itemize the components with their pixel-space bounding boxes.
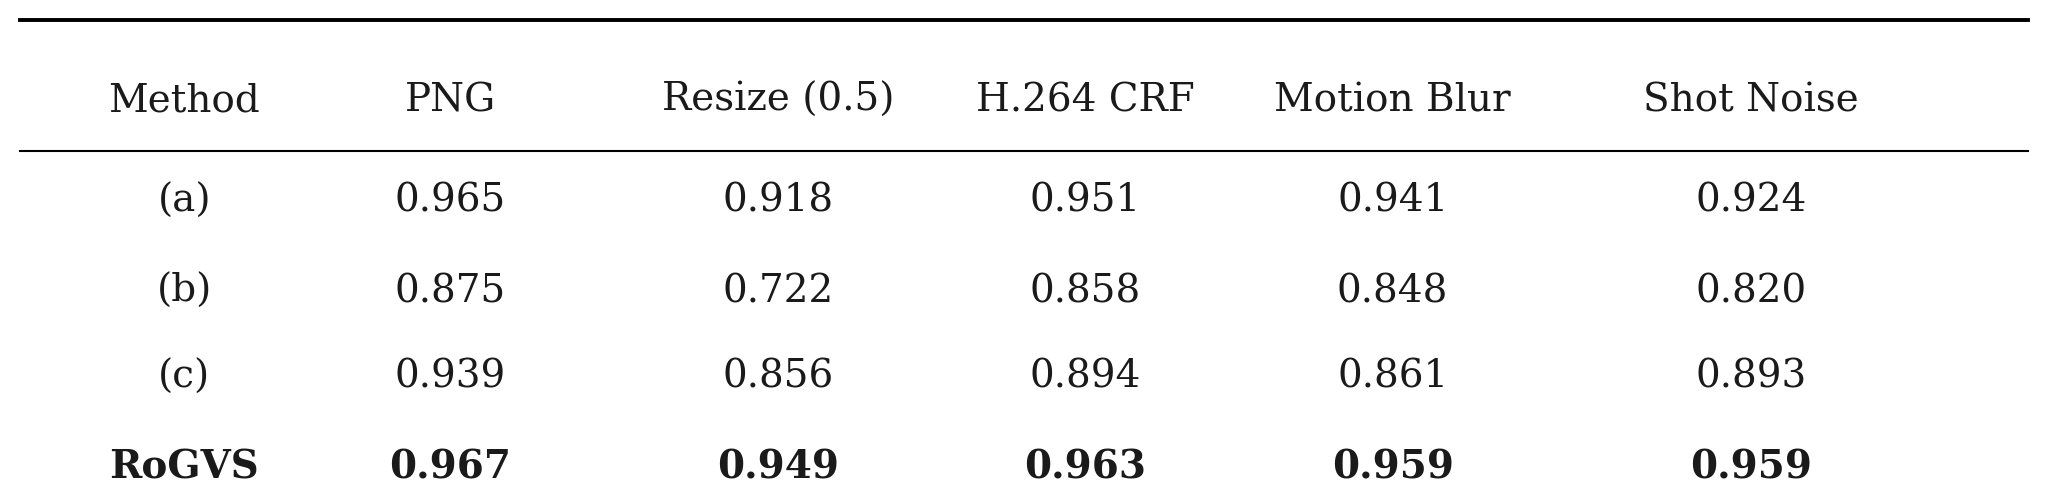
Text: 0.858: 0.858 [1030,273,1141,310]
Text: 0.893: 0.893 [1696,359,1806,396]
Text: 0.951: 0.951 [1030,183,1141,220]
Text: 0.848: 0.848 [1337,273,1448,310]
Text: Resize (0.5): Resize (0.5) [662,82,895,119]
Text: (c): (c) [158,359,211,396]
Text: Method: Method [109,82,260,119]
Text: 0.941: 0.941 [1337,183,1448,220]
Text: Shot Noise: Shot Noise [1642,82,1860,119]
Text: (a): (a) [158,183,211,220]
Text: RoGVS: RoGVS [109,449,260,487]
Text: PNG: PNG [406,82,496,119]
Text: 0.963: 0.963 [1024,449,1147,487]
Text: 0.965: 0.965 [395,183,506,220]
Text: Motion Blur: Motion Blur [1274,82,1511,119]
Text: (b): (b) [156,273,213,310]
Text: 0.967: 0.967 [389,449,512,487]
Text: 0.861: 0.861 [1337,359,1448,396]
Text: 0.918: 0.918 [723,183,834,220]
Text: 0.894: 0.894 [1030,359,1141,396]
Text: 0.856: 0.856 [723,359,834,396]
Text: 0.924: 0.924 [1696,183,1806,220]
Text: 0.939: 0.939 [395,359,506,396]
Text: 0.959: 0.959 [1690,449,1812,487]
Text: 0.722: 0.722 [723,273,834,310]
Text: 0.820: 0.820 [1696,273,1806,310]
Text: 0.959: 0.959 [1331,449,1454,487]
Text: H.264 CRF: H.264 CRF [977,82,1194,119]
Text: 0.949: 0.949 [717,449,840,487]
Text: 0.875: 0.875 [395,273,506,310]
